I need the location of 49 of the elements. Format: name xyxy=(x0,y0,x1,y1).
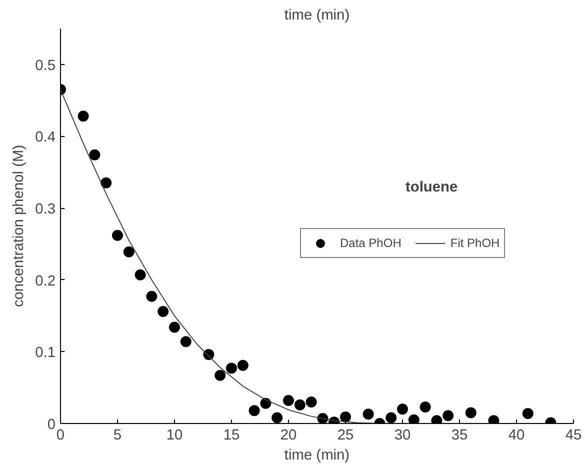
text: toluene xyxy=(406,180,458,196)
point xyxy=(397,404,408,415)
x-tick-label: 30 xyxy=(394,428,411,444)
legend-label: Fit PhOH xyxy=(450,236,500,250)
point xyxy=(226,362,237,374)
y-tick-label: 0 xyxy=(47,417,56,433)
point xyxy=(408,414,420,424)
point xyxy=(272,412,283,424)
point xyxy=(260,398,272,409)
point xyxy=(306,396,317,408)
point xyxy=(340,412,351,423)
x-tick-label: 5 xyxy=(113,428,122,444)
y-tick-label: 0.3 xyxy=(35,202,56,218)
point xyxy=(283,395,294,406)
point xyxy=(420,401,431,412)
x-tick-label: 20 xyxy=(280,428,297,444)
point xyxy=(442,410,454,422)
point xyxy=(78,110,89,122)
x-tick-label: 15 xyxy=(223,428,240,444)
point xyxy=(214,370,226,381)
text: time (min) xyxy=(284,8,350,24)
point xyxy=(294,399,306,410)
point xyxy=(465,407,476,418)
point xyxy=(386,412,397,424)
y-tick-label: 0.2 xyxy=(35,273,56,290)
x-tick-label: 40 xyxy=(508,428,525,444)
point xyxy=(362,408,374,420)
x-tick-label: 35 xyxy=(451,428,468,444)
point xyxy=(522,408,534,419)
point xyxy=(112,230,123,241)
point xyxy=(134,269,146,280)
point xyxy=(237,360,248,371)
y-tick-label: 0.4 xyxy=(35,130,56,146)
x-tick-label: 45 xyxy=(565,428,582,444)
point xyxy=(146,290,158,302)
y-axis-title: concentration phenol (M) xyxy=(11,144,28,308)
point xyxy=(100,177,112,188)
x-tick-label: 25 xyxy=(337,428,354,444)
point xyxy=(248,405,260,416)
point xyxy=(180,336,192,348)
point xyxy=(169,322,180,333)
y-tick-label: 0.1 xyxy=(35,345,56,362)
x-tick-label: 10 xyxy=(166,428,183,444)
x-axis-title: time (min) xyxy=(284,448,350,464)
point xyxy=(89,149,100,160)
point xyxy=(123,246,134,258)
y-tick-label: 0.5 xyxy=(35,58,56,74)
point xyxy=(158,306,169,317)
legend-label: Data PhOH xyxy=(340,236,402,250)
